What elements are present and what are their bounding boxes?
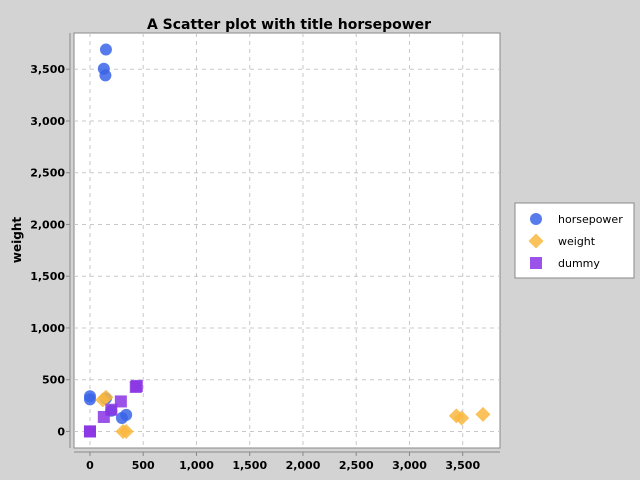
x-tick-label: 500	[132, 459, 155, 472]
legend: horsepower weight dummy	[514, 202, 635, 279]
data-points	[83, 43, 491, 439]
chart-title: A Scatter plot with title horsepower	[147, 17, 431, 33]
horsepower-point	[99, 69, 112, 82]
x-tick-label: 2,500	[339, 459, 374, 472]
y-axis-ticks: 0 500 1,000 1,500 2,000 2,500 3,000 3,500	[30, 63, 70, 438]
x-axis-ticks: 0 500 1,000 1,500 2,000 2,500 3,000 3,500	[86, 452, 480, 472]
series-dummy	[83, 379, 143, 438]
grid-lines	[74, 33, 500, 448]
x-tick-label: 1,000	[179, 459, 214, 472]
y-tick-label: 500	[42, 374, 65, 387]
y-tick-label: 3,500	[30, 63, 65, 76]
x-tick-label: 2,000	[286, 459, 321, 472]
legend-label-dummy: dummy	[558, 257, 600, 270]
x-tick-label: 3,000	[392, 459, 427, 472]
weight-point	[475, 406, 491, 422]
plot-area	[73, 32, 501, 449]
dummy-point	[105, 403, 118, 416]
y-tick-label: 1,000	[30, 322, 65, 335]
weight-point	[118, 423, 134, 439]
legend-marker-horsepower	[530, 213, 542, 225]
x-tick-label: 3,500	[445, 459, 480, 472]
horsepower-point	[120, 408, 133, 421]
x-tick-label: 1,500	[232, 459, 267, 472]
legend-label-weight: weight	[558, 235, 596, 248]
weight-point	[95, 392, 111, 408]
legend-label-horsepower: horsepower	[558, 213, 623, 226]
x-tick-label: 0	[86, 459, 94, 472]
horsepower-point	[99, 43, 112, 56]
legend-marker-dummy	[530, 257, 542, 269]
dummy-point	[83, 425, 96, 438]
series-weight	[95, 389, 491, 439]
y-tick-label: 1,500	[30, 270, 65, 283]
y-tick-label: 3,000	[30, 115, 65, 128]
axes	[69, 33, 500, 453]
legend-marker-weight	[528, 233, 544, 249]
y-axis-label: weight	[10, 217, 24, 263]
y-tick-label: 2,000	[30, 218, 65, 231]
dummy-point	[114, 395, 127, 408]
y-tick-label: 2,500	[30, 167, 65, 180]
dummy-point	[130, 379, 143, 392]
weight-point	[454, 410, 470, 426]
horsepower-point	[83, 393, 96, 406]
y-tick-label: 0	[57, 425, 65, 438]
